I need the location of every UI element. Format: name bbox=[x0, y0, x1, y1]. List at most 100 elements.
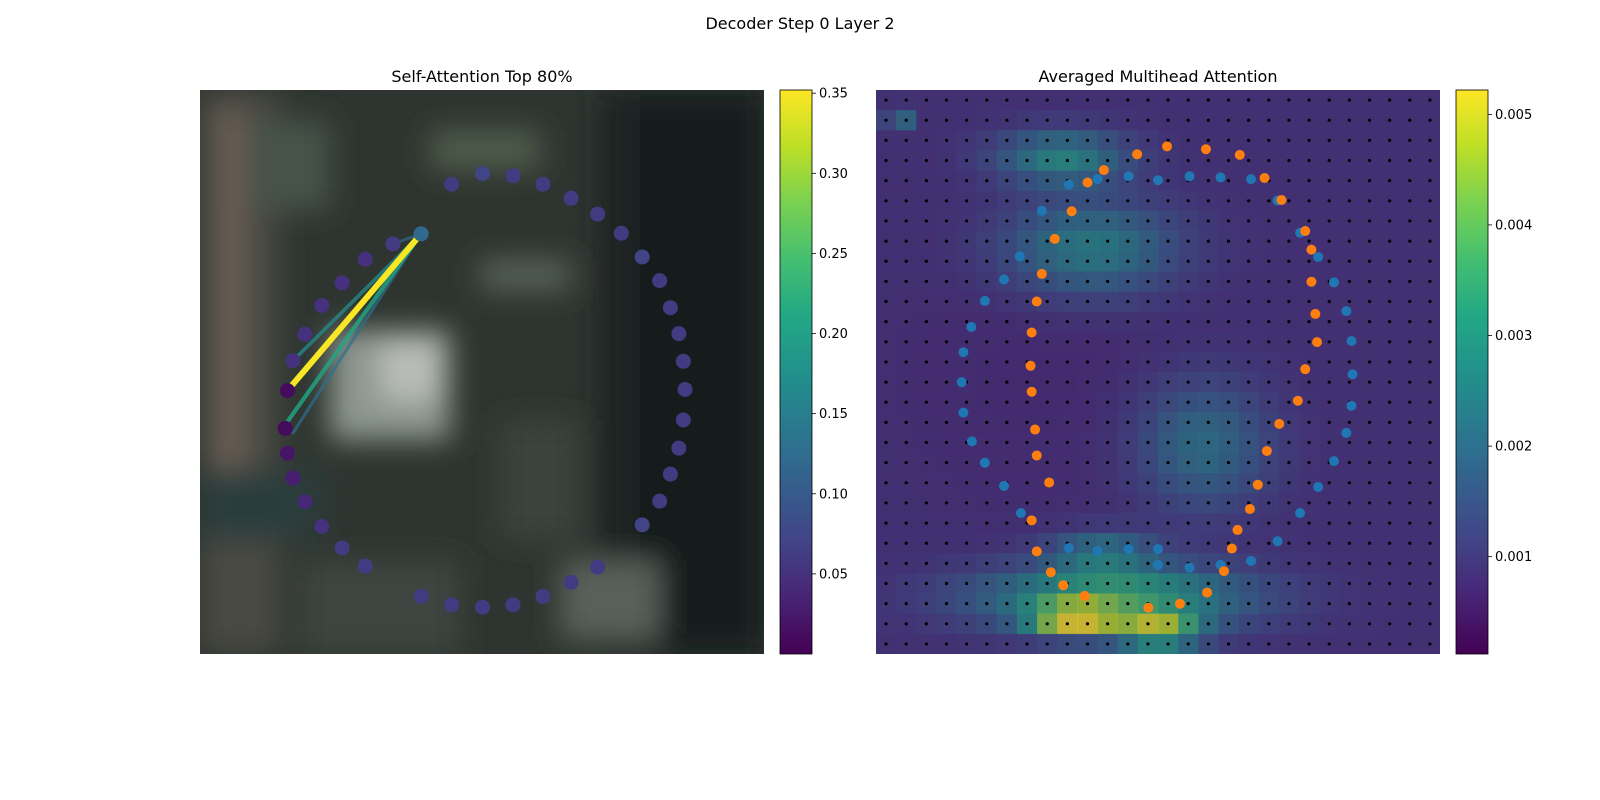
grid-point bbox=[1065, 158, 1069, 163]
grid-point bbox=[1347, 118, 1351, 122]
grid-point bbox=[1267, 219, 1271, 223]
grid-point bbox=[1428, 400, 1432, 404]
grid-point bbox=[1065, 380, 1069, 384]
grid-point bbox=[884, 461, 888, 465]
grid-point bbox=[1065, 501, 1069, 505]
grid-point bbox=[1327, 642, 1331, 646]
control-point-20 bbox=[505, 597, 521, 613]
grid-point bbox=[1005, 320, 1009, 324]
grid-point bbox=[1347, 98, 1351, 102]
grid-point bbox=[1206, 138, 1210, 142]
grid-point bbox=[884, 239, 888, 243]
grid-point bbox=[1106, 521, 1110, 525]
grid-point bbox=[904, 320, 908, 324]
grid-point bbox=[1166, 420, 1170, 424]
grid-point bbox=[904, 581, 908, 586]
multihead-attention-panel: Averaged Multihead Attention 0.0010.0020… bbox=[876, 67, 1532, 655]
grid-point bbox=[1408, 400, 1412, 404]
blue-keypoint-7 bbox=[1328, 456, 1339, 467]
grid-point bbox=[1126, 400, 1130, 404]
grid-point bbox=[1065, 622, 1069, 626]
control-point-29 bbox=[279, 445, 295, 461]
orange-keypoint-6 bbox=[1244, 504, 1255, 515]
grid-point bbox=[1146, 219, 1150, 223]
grid-point bbox=[1166, 299, 1170, 304]
grid-point bbox=[965, 602, 969, 606]
grid-point bbox=[1327, 400, 1331, 404]
grid-point bbox=[1408, 642, 1412, 646]
grid-point bbox=[944, 239, 949, 243]
control-point-30 bbox=[277, 420, 293, 436]
grid-point bbox=[1428, 642, 1432, 646]
grid-point bbox=[1347, 420, 1351, 424]
grid-point bbox=[965, 118, 969, 122]
grid-point bbox=[944, 400, 949, 404]
grid-point bbox=[924, 259, 928, 263]
grid-point bbox=[1005, 561, 1009, 565]
blue-keypoint-17 bbox=[1246, 174, 1257, 185]
blue-keypoint-12 bbox=[1341, 306, 1352, 317]
grid-point bbox=[1065, 98, 1069, 102]
grid-point bbox=[904, 199, 908, 203]
attention-lines bbox=[284, 230, 425, 435]
control-point-35 bbox=[334, 275, 350, 291]
grid-point bbox=[1388, 199, 1392, 203]
grid-point bbox=[1206, 98, 1210, 102]
grid-point bbox=[1367, 501, 1372, 505]
grid-point bbox=[965, 299, 969, 304]
grid-point bbox=[1327, 581, 1331, 586]
grid-point bbox=[1267, 642, 1271, 646]
orange-keypoint-20 bbox=[1200, 144, 1211, 155]
grid-point bbox=[1045, 602, 1049, 606]
grid-point bbox=[1146, 581, 1150, 586]
grid-point bbox=[965, 138, 969, 142]
grid-point bbox=[1388, 521, 1392, 525]
grid-point bbox=[944, 279, 949, 283]
grid-point bbox=[1226, 138, 1231, 142]
grid-point bbox=[1226, 622, 1231, 626]
grid-point bbox=[1106, 642, 1110, 646]
grid-point bbox=[1126, 239, 1130, 243]
grid-point bbox=[1146, 179, 1150, 183]
right-colorbar-tick-label-2: 0.003 bbox=[1495, 329, 1532, 344]
orange-keypoint-23 bbox=[1098, 165, 1109, 176]
grid-point bbox=[1045, 440, 1049, 445]
grid-point bbox=[985, 158, 989, 163]
grid-point bbox=[1126, 118, 1130, 122]
grid-point bbox=[1267, 622, 1271, 626]
grid-point bbox=[924, 380, 928, 384]
grid-point bbox=[1085, 400, 1090, 404]
grid-point bbox=[1367, 199, 1372, 203]
control-point-17 bbox=[590, 559, 606, 575]
grid-point bbox=[1085, 259, 1090, 263]
grid-point bbox=[1388, 179, 1392, 183]
grid-point bbox=[1307, 481, 1311, 485]
grid-point bbox=[1106, 400, 1110, 404]
grid-point bbox=[1085, 622, 1090, 626]
control-point-32 bbox=[285, 353, 301, 369]
grid-point bbox=[1367, 98, 1372, 102]
grid-point bbox=[1267, 501, 1271, 505]
grid-point bbox=[1327, 440, 1331, 445]
grid-point bbox=[1247, 219, 1251, 223]
grid-point bbox=[1085, 461, 1090, 465]
grid-point bbox=[1146, 440, 1150, 445]
grid-point bbox=[1005, 299, 1009, 304]
grid-point bbox=[1287, 279, 1291, 283]
grid-point bbox=[1408, 299, 1412, 304]
grid-point bbox=[1106, 199, 1110, 203]
grid-point bbox=[1347, 602, 1351, 606]
blue-keypoint-22 bbox=[1092, 174, 1103, 185]
grid-point bbox=[1287, 380, 1291, 384]
grid-point bbox=[1367, 400, 1372, 404]
left-colorbar-tick-label-1: 0.10 bbox=[819, 487, 848, 502]
control-point-27 bbox=[297, 494, 313, 510]
grid-point bbox=[1146, 400, 1150, 404]
grid-point bbox=[944, 541, 949, 545]
grid-point bbox=[1025, 420, 1029, 424]
grid-point bbox=[1106, 440, 1110, 445]
blue-keypoint-3 bbox=[1246, 555, 1257, 566]
grid-point bbox=[1085, 199, 1090, 203]
grid-point bbox=[1428, 602, 1432, 606]
grid-point bbox=[1428, 521, 1432, 525]
